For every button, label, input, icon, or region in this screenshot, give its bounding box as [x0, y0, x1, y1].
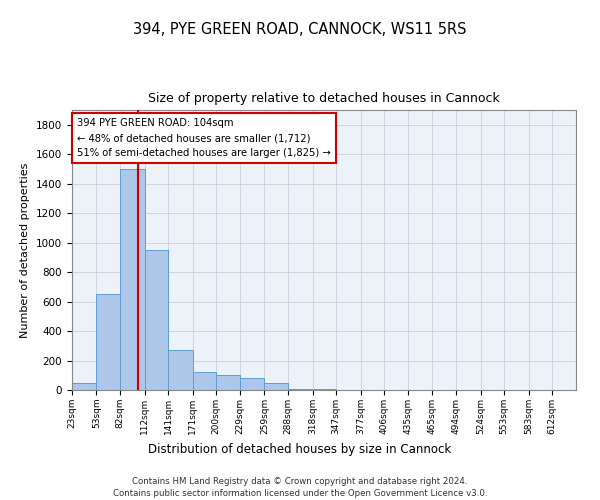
Y-axis label: Number of detached properties: Number of detached properties: [20, 162, 31, 338]
Bar: [265, 382, 288, 390]
Bar: [168, 350, 193, 390]
Bar: [97, 294, 120, 390]
Bar: [240, 378, 265, 390]
Title: Size of property relative to detached houses in Cannock: Size of property relative to detached ho…: [148, 92, 500, 104]
Text: Contains HM Land Registry data © Crown copyright and database right 2024.: Contains HM Land Registry data © Crown c…: [132, 478, 468, 486]
Text: Distribution of detached houses by size in Cannock: Distribution of detached houses by size …: [148, 442, 452, 456]
Text: Contains public sector information licensed under the Open Government Licence v3: Contains public sector information licen…: [113, 489, 487, 498]
Bar: [120, 169, 145, 390]
Bar: [193, 372, 217, 390]
Text: 394, PYE GREEN ROAD, CANNOCK, WS11 5RS: 394, PYE GREEN ROAD, CANNOCK, WS11 5RS: [133, 22, 467, 38]
Bar: [217, 376, 240, 390]
Text: 394 PYE GREEN ROAD: 104sqm
← 48% of detached houses are smaller (1,712)
51% of s: 394 PYE GREEN ROAD: 104sqm ← 48% of deta…: [77, 118, 331, 158]
Bar: [72, 382, 97, 390]
Bar: [145, 250, 168, 390]
